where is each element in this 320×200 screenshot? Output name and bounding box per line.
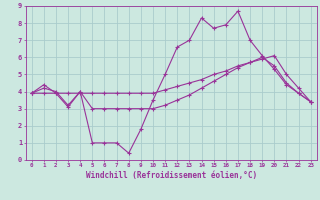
X-axis label: Windchill (Refroidissement éolien,°C): Windchill (Refroidissement éolien,°C) — [86, 171, 257, 180]
